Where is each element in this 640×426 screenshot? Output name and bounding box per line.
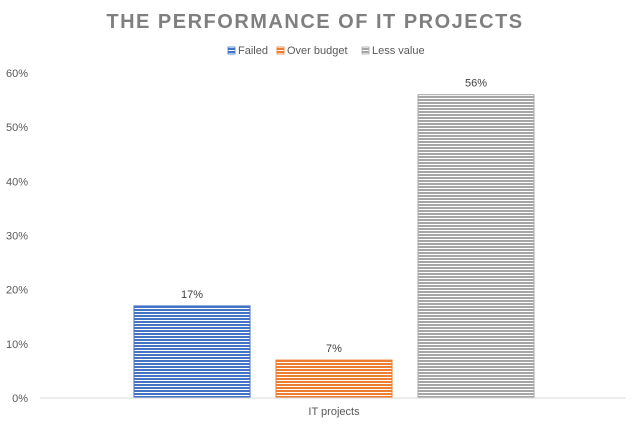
data-label: 7% bbox=[326, 343, 342, 355]
bar-less-value bbox=[417, 94, 535, 399]
y-tick-label: 40% bbox=[6, 176, 28, 188]
legend-label: Over budget bbox=[287, 45, 348, 57]
bar-failed bbox=[133, 305, 251, 399]
data-label: 17% bbox=[181, 289, 203, 301]
y-tick-label: 10% bbox=[6, 339, 28, 351]
legend-label: Less value bbox=[372, 45, 425, 57]
x-axis: IT projects bbox=[308, 406, 360, 418]
data-label: 56% bbox=[465, 78, 487, 90]
chart-title: THE PERFORMANCE OF IT PROJECTS bbox=[106, 11, 523, 33]
y-tick-label: 60% bbox=[6, 68, 28, 80]
legend-swatch bbox=[361, 46, 370, 55]
y-tick-label: 0% bbox=[12, 393, 28, 405]
y-tick-label: 30% bbox=[6, 231, 28, 243]
y-tick-label: 20% bbox=[6, 285, 28, 297]
bars: 17% 7% 56% bbox=[133, 78, 535, 399]
y-tick-label: 50% bbox=[6, 122, 28, 134]
legend-swatch bbox=[227, 46, 236, 55]
legend-label: Failed bbox=[238, 45, 268, 57]
legend: Failed Over budget Less value bbox=[227, 45, 425, 57]
category-label: IT projects bbox=[308, 406, 360, 418]
bar-over-budget bbox=[275, 359, 393, 399]
y-axis: 0% 10% 20% 30% 40% 50% 60% bbox=[6, 68, 28, 405]
legend-swatch bbox=[276, 46, 285, 55]
